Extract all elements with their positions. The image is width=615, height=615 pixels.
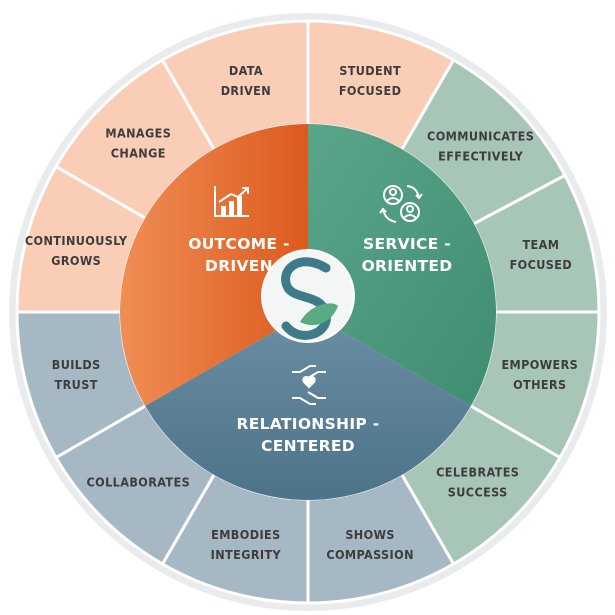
segment-label-builds-trust: BUILDS TRUST	[52, 357, 101, 392]
segment-label-line: DATA	[229, 63, 263, 78]
segment-label-line: EMPOWERS	[501, 357, 578, 372]
segment-label-line: STUDENT	[339, 63, 401, 78]
core-label-outcome: OUTCOME - DRIVEN	[188, 235, 289, 275]
segment-label-shows-compassion: SHOWS COMPASSION	[326, 527, 414, 562]
segment-label-line: TEAM	[522, 237, 559, 252]
core-label-line: ORIENTED	[362, 257, 453, 275]
center-logo	[261, 249, 355, 343]
people-cycle-icon	[379, 185, 423, 223]
segment-label-celebrates-success: CELEBRATES SUCCESS	[436, 465, 519, 500]
segment-label-line: EFFECTIVELY	[438, 148, 523, 163]
core-label-service: SERVICE - ORIENTED	[362, 235, 453, 275]
core-label-line: OUTCOME -	[188, 235, 289, 253]
segment-label-line: MANAGES	[105, 125, 171, 140]
segment-label-line: CHANGE	[111, 145, 166, 160]
core-label-line: RELATIONSHIP -	[237, 415, 380, 433]
segment-label-line: FOCUSED	[339, 83, 402, 98]
segment-label-continuously-grows: CONTINUOUSLY GROWS	[25, 233, 128, 268]
segment-label-line: INTEGRITY	[211, 547, 282, 562]
segment-label-communicates-effectively: COMMUNICATES EFFECTIVELY	[427, 128, 534, 163]
core-label-relationship: RELATIONSHIP - CENTERED	[237, 415, 380, 455]
chart-growth-icon	[214, 186, 249, 217]
core-sector-relationship	[145, 312, 471, 500]
segment-label-line: SHOWS	[345, 527, 395, 542]
segment-label-line: CELEBRATES	[436, 465, 519, 480]
core-sector-outcome	[119, 124, 308, 406]
outer-ring: STUDENT FOCUSED COMMUNICATES EFFECTIVELY TEA…	[15, 19, 601, 605]
segment-label-line: SUCCESS	[448, 485, 508, 500]
segment-label-line: COMPASSION	[326, 547, 414, 562]
core-label-line: SERVICE -	[363, 235, 451, 253]
segment-label-line: EMBODIES	[211, 527, 281, 542]
inner-core: OUTCOME - DRIVEN SERVICE - ORIENTED RELATION…	[119, 124, 496, 500]
segment-label-line: CONTINUOUSLY	[25, 233, 128, 248]
segment-label-line: FOCUSED	[510, 257, 573, 272]
core-sector-service	[308, 124, 496, 406]
segment-label-embodies-integrity: EMBODIES INTEGRITY	[211, 527, 282, 562]
hands-heart-icon	[292, 365, 326, 405]
core-label-line: DRIVEN	[205, 257, 273, 275]
segment-label-line: OTHERS	[513, 377, 567, 392]
core-label-line: CENTERED	[261, 437, 355, 455]
segment-label-manages-change: MANAGES CHANGE	[105, 125, 171, 160]
segment-label-line: COMMUNICATES	[427, 128, 534, 143]
segment-label-team-focused: TEAM FOCUSED	[510, 237, 573, 272]
segment-label-student-focused: STUDENT FOCUSED	[339, 63, 402, 98]
segment-label-line: COLLABORATES	[86, 475, 190, 490]
segment-label-empowers-others: EMPOWERS OTHERS	[501, 357, 578, 392]
segment-label-line: BUILDS	[52, 357, 101, 372]
segment-label-collaborates: COLLABORATES	[86, 475, 190, 490]
segment-label-data-driven: DATA DRIVEN	[221, 63, 271, 98]
segment-label-line: DRIVEN	[221, 83, 271, 98]
segment-label-line: GROWS	[51, 253, 101, 268]
segment-label-line: TRUST	[55, 377, 98, 392]
